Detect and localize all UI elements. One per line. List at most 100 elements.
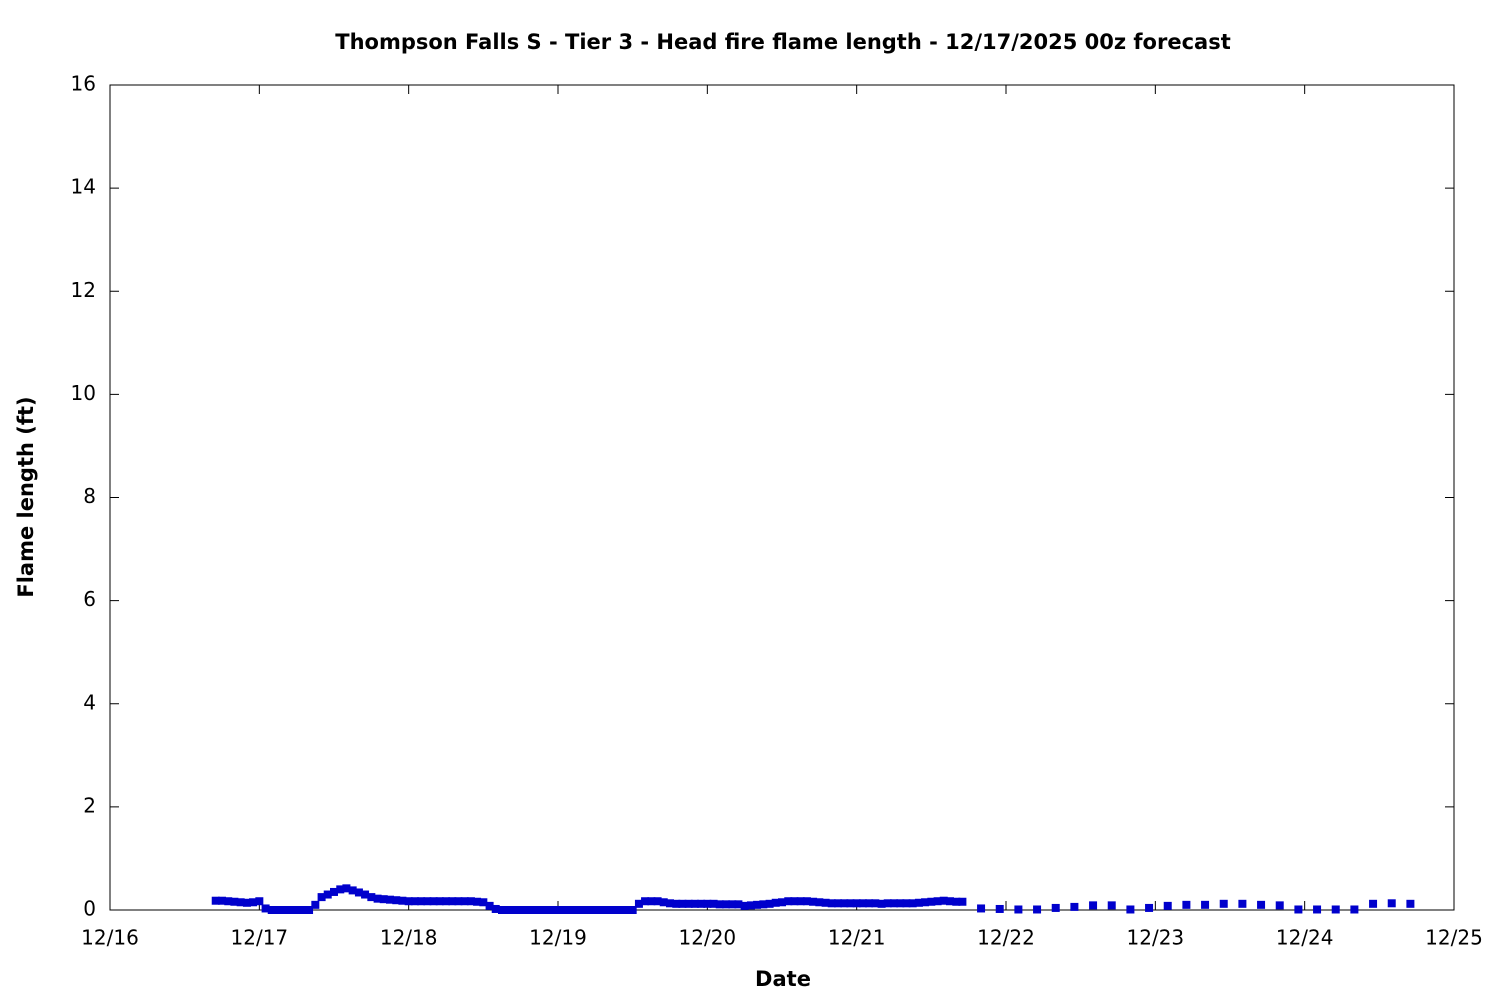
point: [311, 900, 320, 909]
point: [323, 890, 332, 899]
point: [442, 897, 450, 906]
point: [211, 896, 220, 905]
point: [958, 897, 967, 906]
point: [404, 897, 413, 906]
point: [1238, 899, 1247, 908]
point: [379, 895, 388, 904]
point: [510, 906, 519, 914]
point: [1051, 903, 1060, 912]
point: [242, 898, 251, 907]
point: [330, 887, 338, 896]
point: [1089, 901, 1098, 910]
point: [367, 893, 376, 902]
point: [448, 897, 457, 906]
point: [877, 899, 886, 908]
point: [784, 897, 793, 906]
point: [678, 899, 687, 908]
point: [504, 906, 513, 914]
point: [672, 899, 681, 908]
point: [790, 897, 799, 906]
point: [939, 896, 948, 905]
point: [398, 896, 407, 905]
point: [603, 906, 612, 914]
point: [616, 906, 625, 914]
point: [628, 906, 637, 914]
point: [547, 906, 556, 914]
point: [914, 898, 923, 907]
y-tick-label: 10: [71, 381, 96, 405]
x-axis-label: Date: [755, 967, 811, 991]
point: [516, 906, 525, 914]
point: [709, 899, 718, 908]
x-tick-label: 12/23: [1127, 926, 1185, 950]
point: [765, 899, 774, 908]
point: [541, 906, 550, 914]
point: [249, 898, 258, 907]
point: [896, 899, 905, 908]
point: [641, 897, 650, 906]
point: [1387, 899, 1396, 908]
point: [759, 900, 768, 909]
point: [305, 906, 314, 914]
point: [728, 900, 737, 909]
point: [522, 906, 531, 914]
point: [1406, 899, 1415, 908]
point: [1219, 899, 1228, 908]
point: [815, 898, 824, 907]
point: [473, 897, 482, 906]
point: [659, 898, 668, 907]
point: [267, 906, 276, 914]
point: [771, 898, 780, 907]
x-tick-label: 12/25: [1425, 926, 1483, 950]
x-tick-label: 12/17: [231, 926, 289, 950]
point: [927, 897, 936, 906]
point: [746, 901, 755, 910]
point: [852, 899, 861, 908]
point: [796, 897, 805, 906]
point: [778, 898, 786, 907]
x-tick-label: 12/19: [529, 926, 587, 950]
y-tick-label: 14: [71, 175, 96, 199]
point: [261, 904, 270, 913]
point: [298, 906, 307, 914]
y-axis-label: Flame length (ft): [14, 396, 38, 597]
point: [336, 885, 345, 894]
point: [715, 900, 724, 909]
point: [921, 898, 930, 907]
point: [734, 900, 743, 909]
point: [554, 906, 562, 914]
point: [460, 897, 469, 906]
point: [1275, 901, 1284, 910]
point: [821, 898, 830, 907]
point: [809, 897, 818, 906]
point: [846, 899, 855, 908]
y-tick-label: 16: [71, 72, 96, 96]
point: [386, 895, 394, 904]
point: [491, 904, 500, 913]
point: [1163, 901, 1172, 910]
point: [218, 896, 226, 905]
y-tick-label: 4: [83, 690, 96, 714]
point: [280, 906, 289, 914]
point: [690, 899, 699, 908]
point: [890, 899, 898, 908]
point: [255, 897, 264, 906]
point: [1201, 900, 1210, 909]
point: [498, 906, 506, 914]
point: [1070, 902, 1079, 911]
point: [666, 899, 674, 908]
point: [952, 897, 961, 906]
point: [1350, 905, 1359, 914]
point: [572, 906, 581, 914]
point: [977, 904, 986, 913]
x-tick-label: 12/22: [977, 926, 1035, 950]
x-tick-label: 12/18: [380, 926, 438, 950]
point: [684, 899, 693, 908]
point: [292, 906, 301, 914]
point: [435, 897, 444, 906]
point: [454, 897, 463, 906]
point: [1369, 899, 1378, 908]
point: [566, 906, 575, 914]
point: [417, 897, 426, 906]
